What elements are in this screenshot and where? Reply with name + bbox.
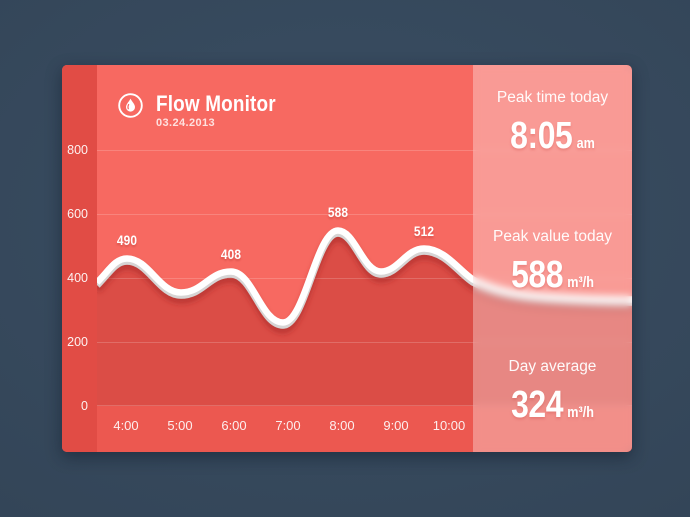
stat-label: Peak time today [496,89,609,106]
stat-day-average: Day average 324 m³/h [473,356,632,425]
x-axis-tick: 4:00 [113,418,139,433]
x-axis-tick: 8:00 [329,418,355,433]
card-header: Flow Monitor 03.24.2013 [118,92,295,129]
card-title: Flow Monitor [156,91,276,116]
y-axis-tick: 400 [67,271,88,285]
stat-peak-value: Peak value today 588 m³/h [473,226,632,295]
stat-label: Day average [508,358,597,375]
y-axis-tick: 800 [67,143,88,157]
stat-number: 588 [511,254,564,296]
header-titles: Flow Monitor 03.24.2013 [156,92,295,129]
stat-value: 588 m³/h [486,255,620,295]
flow-monitor-card: 800 600 400 200 0 4:00 5:00 6:00 7:00 8:… [62,65,632,452]
y-axis-tick: 0 [81,399,88,413]
stats-panel: Peak time today 8:05 am Peak value today… [473,65,632,452]
x-axis-tick: 9:00 [383,418,409,433]
x-axis-tick: 5:00 [167,418,193,433]
stat-number: 8:05 [510,115,573,157]
y-axis-tick: 600 [67,207,88,221]
y-axis-strip: 800 600 400 200 0 [62,65,97,452]
stat-value: 324 m³/h [486,385,620,425]
stat-value: 8:05 am [486,116,620,156]
x-axis-tick: 7:00 [275,418,301,433]
data-point-label: 588 [327,204,349,220]
data-point-label: 490 [116,232,138,248]
data-point-label: 408 [220,246,242,262]
stat-number: 324 [511,384,564,426]
stat-unit: m³/h [567,274,594,291]
water-drop-icon [118,93,143,118]
stat-unit: m³/h [567,404,594,421]
stat-label: Peak value today [493,228,612,245]
stat-unit: am [576,135,595,152]
data-point-label: 512 [413,223,435,239]
y-axis-tick: 200 [67,335,88,349]
x-axis-tick: 6:00 [221,418,247,433]
card-date: 03.24.2013 [156,117,216,129]
x-axis-tick: 10:00 [432,418,466,433]
stat-peak-time: Peak time today 8:05 am [473,87,632,156]
